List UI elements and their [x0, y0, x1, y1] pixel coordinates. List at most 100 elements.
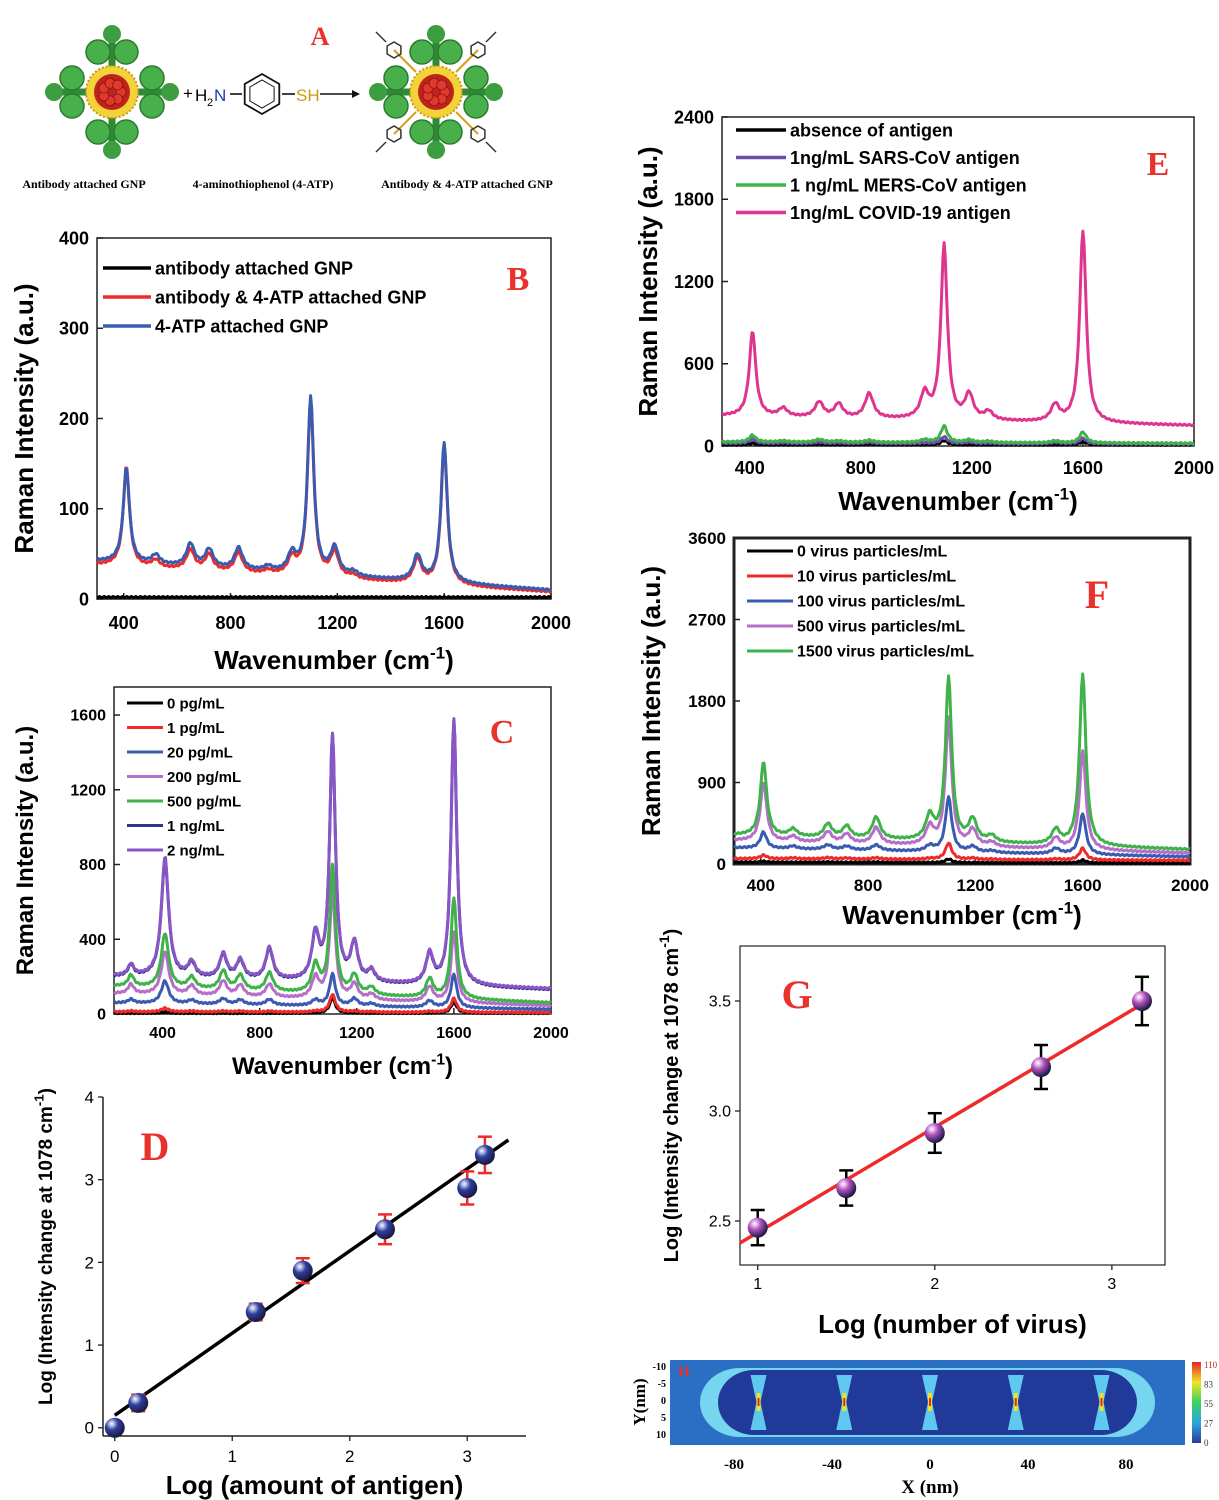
legend-label: antibody & 4-ATP attached GNP — [155, 287, 426, 307]
atp-ring — [386, 41, 402, 59]
spectrum-4 — [721, 229, 1195, 428]
legend-label: 20 pg/mL — [167, 744, 233, 761]
atp-amine-bond — [375, 31, 387, 43]
x-axis-title: Log (amount of antigen) — [166, 1470, 464, 1500]
y-tick-label: 0 — [79, 589, 89, 609]
y-axis-title-end: ) — [36, 1088, 57, 1094]
chart-f: 400 800 1200 1600 2000 0 900 1800 2700 3600 0 viru… — [636, 529, 1209, 930]
x-tick-label: 3 — [463, 1447, 472, 1466]
x-tick-label: 80 — [1119, 1457, 1134, 1473]
y-axis-title: Y(nm) — [630, 1378, 649, 1425]
h2n-label: H — [195, 86, 207, 105]
x-tick-label: 3 — [1107, 1276, 1116, 1293]
legend-label: absence of antigen — [790, 120, 953, 140]
x-tick-label: 400 — [747, 876, 775, 895]
data-point — [128, 1392, 149, 1413]
y-tick-label: 3600 — [688, 529, 726, 548]
nanoparticle-bead — [436, 79, 448, 91]
fit-line — [113, 1138, 510, 1417]
y-tick-label: 0 — [97, 1007, 106, 1024]
y-tick-label: 4 — [85, 1088, 94, 1107]
panel-letter: A — [311, 22, 330, 51]
y-axis-title: Log (Intensity change at 1078 cm-1) — [31, 1088, 57, 1405]
y-axis-title: Log (Intensity change at 1078 cm-1) — [656, 929, 683, 1263]
x-axis-title-end: ) — [445, 1053, 453, 1080]
legend-label: 1500 virus particles/mL — [797, 644, 974, 661]
y-tick-label: 3.5 — [709, 994, 731, 1011]
colorbar-label: 55 — [1204, 1399, 1214, 1409]
y-tick-label: 600 — [684, 354, 714, 374]
plus-sign: + — [183, 84, 193, 103]
antibody-arm — [437, 119, 463, 145]
x-tick-label: -80 — [724, 1457, 744, 1473]
antibody-gnp — [45, 25, 179, 159]
x-tick-label: 800 — [216, 613, 246, 633]
x-tick-label: 1200 — [956, 876, 994, 895]
spectrum-1 — [96, 595, 552, 600]
panel-letter: D — [141, 1124, 170, 1169]
data-point — [457, 1177, 478, 1198]
y-tick-label: 400 — [79, 932, 106, 949]
benzene-ring — [243, 72, 281, 116]
panel-letter: H — [678, 1364, 690, 1380]
antibody-tip — [161, 83, 179, 101]
x-axis-title-sup: -1 — [430, 644, 445, 663]
spectrum-3 — [721, 423, 1195, 446]
spectrum-2 — [733, 841, 1191, 863]
x-axis-title: Wavenumber (cm-1) — [842, 899, 1081, 930]
legend-label: 200 pg/mL — [167, 769, 241, 786]
y-tick-label: 0 — [704, 436, 714, 456]
y-tick-label: -10 — [653, 1362, 666, 1373]
y-tick-label: 200 — [59, 409, 89, 429]
h2n-subscript: 2 — [207, 97, 213, 109]
x-axis-title-end: ) — [1073, 900, 1082, 930]
x-tick-label: 400 — [149, 1025, 176, 1042]
antibody-arm — [409, 39, 435, 65]
y-axis-title: Raman Intensity (a.u.) — [633, 146, 663, 416]
x-tick-label: 1200 — [952, 458, 992, 478]
chart-b: 400 800 1200 1600 2000 0 100 200 300 400 antibody … — [9, 228, 571, 675]
x-tick-label: 1200 — [317, 613, 357, 633]
x-tick-label: 800 — [846, 458, 876, 478]
x-tick-label: 1200 — [339, 1025, 375, 1042]
legend-label: 1 ng/mL MERS-CoV antigen — [790, 175, 1027, 195]
y-tick-label: 1800 — [674, 190, 714, 210]
chart-h: -80 -40 0 40 80 -10 -5 0 5 10 X (nm) Y(nm) H 110 83 55 2… — [630, 1360, 1218, 1498]
atp-linker — [455, 49, 479, 73]
x-tick-label: 1600 — [436, 1025, 472, 1042]
scheme-a: + H 2 N SH A Antibody attached GNP 4-aminothiop… — [22, 22, 553, 191]
antibody-arm — [463, 93, 489, 119]
x-axis-title-end: ) — [445, 645, 454, 675]
antibody-tip — [103, 141, 121, 159]
antibody-arm — [59, 65, 85, 91]
data-point — [245, 1301, 266, 1322]
spectrum-1 — [733, 857, 1191, 866]
y-tick-label: 1200 — [674, 272, 714, 292]
panel-letter: B — [507, 261, 530, 298]
colorbar-label: 83 — [1204, 1380, 1214, 1390]
x-tick-label: -40 — [822, 1457, 842, 1473]
antibody-tip — [485, 83, 503, 101]
x-tick-label: 2 — [345, 1447, 354, 1466]
panel-letter: E — [1147, 146, 1170, 183]
y-tick-label: 3.0 — [709, 1104, 731, 1121]
data-point — [474, 1144, 495, 1165]
antibody-tip — [427, 141, 445, 159]
y-tick-label: 3 — [85, 1171, 94, 1190]
heatmap-body — [718, 1370, 1137, 1435]
y-tick-label: -5 — [658, 1379, 666, 1390]
y-axis-title: Raman Intensity (a.u.) — [12, 726, 39, 975]
x-axis-title: X (nm) — [901, 1477, 959, 1498]
antibody-arm — [85, 39, 111, 65]
atp-ring — [386, 125, 402, 143]
y-tick-label: 100 — [59, 499, 89, 519]
y-tick-label: 300 — [59, 319, 89, 339]
y-axis-title-sup: -1 — [31, 1094, 46, 1106]
antibody-tip — [369, 83, 387, 101]
atp-linker — [393, 111, 417, 135]
x-tick-label: 1 — [753, 1276, 762, 1293]
x-tick-label: 400 — [735, 458, 765, 478]
plot-frame — [739, 945, 1166, 1266]
antibody-arm — [113, 119, 139, 145]
colorbar — [1192, 1362, 1201, 1443]
